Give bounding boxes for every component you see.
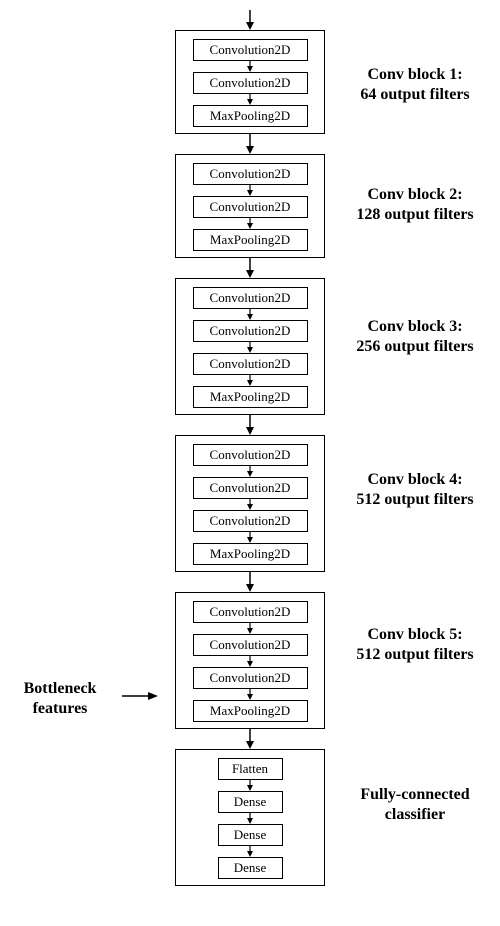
label-line: Conv block 4: <box>367 471 462 488</box>
layer-box: Convolution2D <box>193 353 308 375</box>
label-line: 128 output filters <box>356 206 473 223</box>
layer-box: Convolution2D <box>193 72 308 94</box>
arrow-icon <box>244 813 256 824</box>
classifier-block: Flatten Dense Dense Dense <box>175 749 325 886</box>
arrow-icon <box>244 532 256 543</box>
conv-block-5: Convolution2D Convolution2D Convolution2… <box>175 592 325 729</box>
label-line: Conv block 5: <box>367 626 462 643</box>
block-label-1: Conv block 1: 64 output filters <box>335 65 495 105</box>
layer-box: Convolution2D <box>193 601 308 623</box>
arrow-icon <box>240 729 260 749</box>
label-line: 512 output filters <box>356 646 473 663</box>
arrow-icon <box>244 218 256 229</box>
conv-block-1: Convolution2D Convolution2D MaxPooling2D <box>175 30 325 134</box>
layer-box: Convolution2D <box>193 634 308 656</box>
label-line: classifier <box>385 806 445 823</box>
label-line: Fully-connected <box>360 786 469 803</box>
layer-box: MaxPooling2D <box>193 386 308 408</box>
layer-box: Convolution2D <box>193 667 308 689</box>
arrow-icon <box>244 780 256 791</box>
layer-box: MaxPooling2D <box>193 105 308 127</box>
layer-box: Convolution2D <box>193 510 308 532</box>
label-line: features <box>33 700 88 717</box>
layer-box: Flatten <box>218 758 283 780</box>
arrow-icon <box>244 185 256 196</box>
conv-block-3: Convolution2D Convolution2D Convolution2… <box>175 278 325 415</box>
block-label-4: Conv block 4: 512 output filters <box>335 470 495 510</box>
bottleneck-label: Bottleneck features <box>10 679 110 719</box>
block-label-3: Conv block 3: 256 output filters <box>335 317 495 357</box>
layer-box: Dense <box>218 824 283 846</box>
label-line: 512 output filters <box>356 491 473 508</box>
arrow-icon <box>244 309 256 320</box>
vgg-architecture-diagram: Convolution2D Convolution2D MaxPooling2D… <box>0 10 500 886</box>
label-line: 256 output filters <box>356 338 473 355</box>
arrow-icon <box>244 61 256 72</box>
layer-box: Convolution2D <box>193 444 308 466</box>
label-line: Conv block 1: <box>367 66 462 83</box>
pointer-arrow-icon <box>122 690 158 702</box>
arrow-icon <box>244 623 256 634</box>
layer-box: Dense <box>218 857 283 879</box>
input-arrow <box>240 10 260 30</box>
block-label-6: Fully-connected classifier <box>335 785 495 825</box>
layer-box: Convolution2D <box>193 39 308 61</box>
layer-box: MaxPooling2D <box>193 700 308 722</box>
arrow-icon <box>244 375 256 386</box>
arrow-icon <box>240 572 260 592</box>
arrow-icon <box>244 94 256 105</box>
block-label-5: Conv block 5: 512 output filters <box>335 625 495 665</box>
label-line: Conv block 2: <box>367 186 462 203</box>
block-label-2: Conv block 2: 128 output filters <box>335 185 495 225</box>
layer-box: MaxPooling2D <box>193 229 308 251</box>
layer-box: Convolution2D <box>193 196 308 218</box>
label-line: Bottleneck <box>24 680 97 697</box>
arrow-icon <box>240 415 260 435</box>
arrow-icon <box>240 134 260 154</box>
arrow-icon <box>240 258 260 278</box>
arrow-icon <box>244 499 256 510</box>
layer-box: MaxPooling2D <box>193 543 308 565</box>
conv-block-2: Convolution2D Convolution2D MaxPooling2D <box>175 154 325 258</box>
label-line: 64 output filters <box>360 86 469 103</box>
arrow-icon <box>244 689 256 700</box>
arrow-icon <box>244 656 256 667</box>
layer-box: Convolution2D <box>193 477 308 499</box>
layer-box: Convolution2D <box>193 320 308 342</box>
arrow-icon <box>244 846 256 857</box>
conv-block-4: Convolution2D Convolution2D Convolution2… <box>175 435 325 572</box>
arrow-icon <box>244 466 256 477</box>
label-line: Conv block 3: <box>367 318 462 335</box>
arrow-icon <box>244 342 256 353</box>
layer-box: Convolution2D <box>193 287 308 309</box>
layer-box: Dense <box>218 791 283 813</box>
layer-box: Convolution2D <box>193 163 308 185</box>
